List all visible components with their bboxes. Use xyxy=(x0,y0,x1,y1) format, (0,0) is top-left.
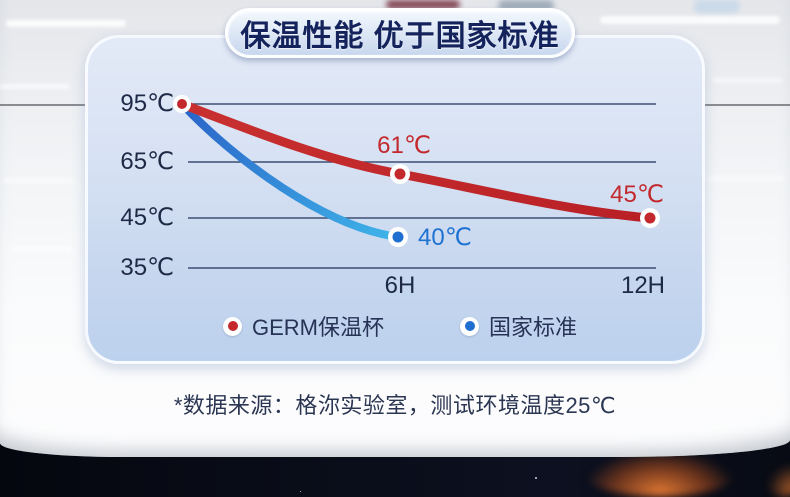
highlight-streak xyxy=(706,176,784,181)
highlight-streak xyxy=(4,178,74,183)
line-chart xyxy=(173,95,660,269)
title-banner: 保温性能 优于国家标准 xyxy=(225,8,575,58)
blue-dot-icon xyxy=(464,321,475,331)
highlight-streak xyxy=(600,16,780,24)
point-label-61c: 61℃ xyxy=(377,132,431,159)
point-label-45c: 45℃ xyxy=(610,181,664,208)
reflection-blob xyxy=(694,0,740,13)
data-points xyxy=(173,95,660,247)
legend-item-germ-cup: GERM保温杯 xyxy=(223,310,384,342)
legend-dot-blue xyxy=(460,316,479,336)
y-tick-45: 45℃ xyxy=(120,204,174,231)
highlight-streak xyxy=(6,20,126,27)
highlight-streak xyxy=(10,246,72,251)
chart-card: 95℃ 65℃ 45℃ 35℃ 6H 12H 61℃ 45℃ 40℃ GERM保… xyxy=(85,35,705,364)
series-germ-cup-line xyxy=(177,99,655,223)
y-tick-95: 95℃ xyxy=(120,90,174,117)
series-national-standard-line xyxy=(178,100,402,241)
highlight-streak xyxy=(0,84,70,89)
x-tick-12h: 12H xyxy=(620,272,666,299)
orange-glow xyxy=(585,451,735,497)
legend-label-germ-cup: GERM保温杯 xyxy=(252,315,385,340)
highlight-streak xyxy=(712,78,782,83)
orange-glow-corner xyxy=(766,463,790,497)
x-tick-6h: 6H xyxy=(384,272,416,299)
y-tick-65: 65℃ xyxy=(120,148,174,175)
y-tick-35: 35℃ xyxy=(120,254,174,281)
data-source-footnote: *数据来源：格沵实验室，测试环境温度25℃ xyxy=(173,393,617,418)
legend-item-national-standard: 国家标准 xyxy=(460,310,577,342)
gridlines xyxy=(188,103,656,269)
legend-dot-red xyxy=(223,316,242,336)
light-speck xyxy=(300,491,301,492)
point-label-40c: 40℃ xyxy=(418,224,472,251)
reflection-blob xyxy=(386,0,460,9)
legend-label-national-standard: 国家标准 xyxy=(489,315,578,340)
reflection-blob xyxy=(498,0,554,11)
red-dot-icon xyxy=(227,321,238,331)
light-speck xyxy=(535,477,537,479)
page-title: 保温性能 优于国家标准 xyxy=(240,20,560,53)
